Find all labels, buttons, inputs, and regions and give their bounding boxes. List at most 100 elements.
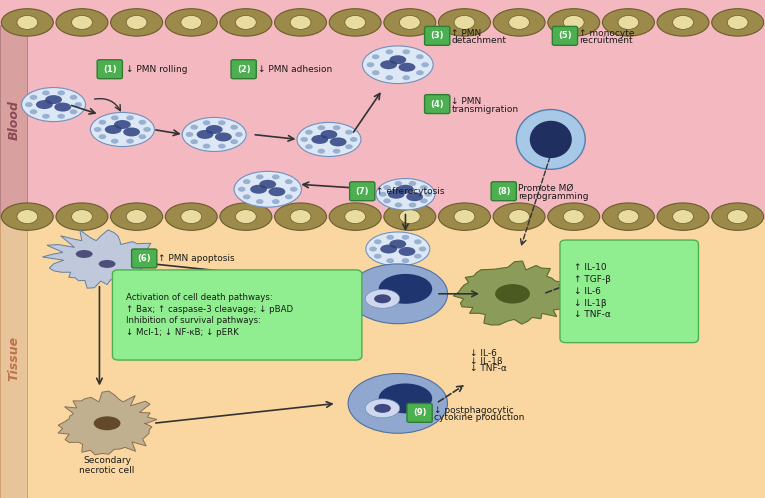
Circle shape (30, 110, 37, 115)
Circle shape (138, 120, 146, 124)
FancyBboxPatch shape (425, 26, 450, 45)
Ellipse shape (269, 187, 285, 196)
Ellipse shape (438, 8, 490, 36)
Ellipse shape (345, 210, 366, 224)
Circle shape (372, 70, 379, 75)
Ellipse shape (165, 203, 217, 230)
Ellipse shape (509, 210, 529, 224)
Text: (2): (2) (237, 65, 250, 74)
Ellipse shape (366, 399, 399, 418)
Ellipse shape (603, 8, 654, 36)
Circle shape (126, 116, 134, 121)
Text: cytokine production: cytokine production (434, 413, 524, 422)
Circle shape (99, 120, 106, 124)
Text: necrotic cell: necrotic cell (80, 466, 135, 475)
Ellipse shape (275, 203, 327, 230)
Ellipse shape (206, 125, 223, 134)
Ellipse shape (2, 8, 54, 36)
Text: ↑ monocyte: ↑ monocyte (579, 29, 635, 38)
Circle shape (203, 121, 210, 125)
Circle shape (57, 114, 65, 119)
Text: ↑ efferocytosis: ↑ efferocytosis (376, 187, 445, 196)
Circle shape (422, 62, 429, 67)
Circle shape (42, 114, 50, 119)
Ellipse shape (94, 416, 121, 430)
Circle shape (395, 181, 402, 186)
Ellipse shape (563, 15, 584, 29)
Ellipse shape (438, 203, 490, 230)
Circle shape (383, 185, 391, 190)
Text: ↑ PMN apoptosis: ↑ PMN apoptosis (158, 254, 235, 263)
Circle shape (70, 95, 77, 100)
Text: ↓ PMN adhesion: ↓ PMN adhesion (258, 65, 332, 74)
Circle shape (305, 129, 313, 134)
Ellipse shape (657, 203, 709, 230)
Ellipse shape (493, 203, 545, 230)
Ellipse shape (56, 203, 108, 230)
Ellipse shape (618, 15, 639, 29)
Text: (3): (3) (431, 31, 444, 40)
Circle shape (416, 54, 424, 59)
Text: Secondary: Secondary (83, 456, 131, 465)
Circle shape (272, 199, 280, 204)
Circle shape (350, 137, 357, 142)
Circle shape (230, 139, 238, 144)
Ellipse shape (21, 88, 86, 122)
Ellipse shape (72, 15, 93, 29)
Ellipse shape (275, 8, 327, 36)
Circle shape (386, 235, 394, 240)
Ellipse shape (548, 8, 600, 36)
Circle shape (186, 132, 194, 137)
Circle shape (386, 258, 394, 263)
Polygon shape (58, 391, 157, 455)
Ellipse shape (329, 8, 381, 36)
Ellipse shape (220, 203, 272, 230)
Circle shape (203, 143, 210, 148)
Ellipse shape (114, 120, 131, 129)
Ellipse shape (389, 55, 406, 64)
Ellipse shape (215, 132, 232, 141)
Circle shape (420, 198, 428, 203)
Ellipse shape (366, 289, 399, 308)
Circle shape (25, 102, 33, 107)
Circle shape (74, 102, 82, 107)
Circle shape (374, 254, 382, 259)
Circle shape (290, 187, 298, 192)
Circle shape (126, 138, 134, 143)
Circle shape (230, 124, 238, 129)
Circle shape (402, 49, 410, 54)
Ellipse shape (330, 137, 347, 146)
Text: detachment: detachment (451, 36, 506, 45)
FancyBboxPatch shape (0, 218, 27, 498)
Circle shape (111, 138, 119, 143)
Ellipse shape (384, 8, 436, 36)
Ellipse shape (711, 8, 763, 36)
Ellipse shape (348, 264, 448, 324)
Text: ↓ IL-6: ↓ IL-6 (470, 349, 497, 358)
Ellipse shape (2, 203, 54, 230)
Circle shape (402, 75, 410, 80)
Ellipse shape (493, 8, 545, 36)
Ellipse shape (181, 15, 202, 29)
FancyBboxPatch shape (231, 60, 256, 79)
Ellipse shape (111, 8, 162, 36)
Ellipse shape (90, 113, 155, 146)
Ellipse shape (379, 274, 432, 304)
Text: (5): (5) (558, 31, 571, 40)
FancyBboxPatch shape (132, 249, 157, 268)
Ellipse shape (72, 210, 93, 224)
Ellipse shape (399, 63, 415, 72)
Ellipse shape (345, 15, 366, 29)
Ellipse shape (389, 240, 406, 249)
Ellipse shape (36, 100, 53, 109)
Text: reprogramming: reprogramming (518, 192, 588, 201)
Text: ↑ PMN: ↑ PMN (451, 29, 482, 38)
FancyBboxPatch shape (491, 182, 516, 201)
Text: (9): (9) (413, 408, 426, 417)
Ellipse shape (454, 15, 475, 29)
Ellipse shape (321, 130, 337, 139)
Circle shape (111, 116, 119, 121)
Ellipse shape (17, 15, 37, 29)
Circle shape (190, 139, 198, 144)
Circle shape (285, 179, 293, 184)
